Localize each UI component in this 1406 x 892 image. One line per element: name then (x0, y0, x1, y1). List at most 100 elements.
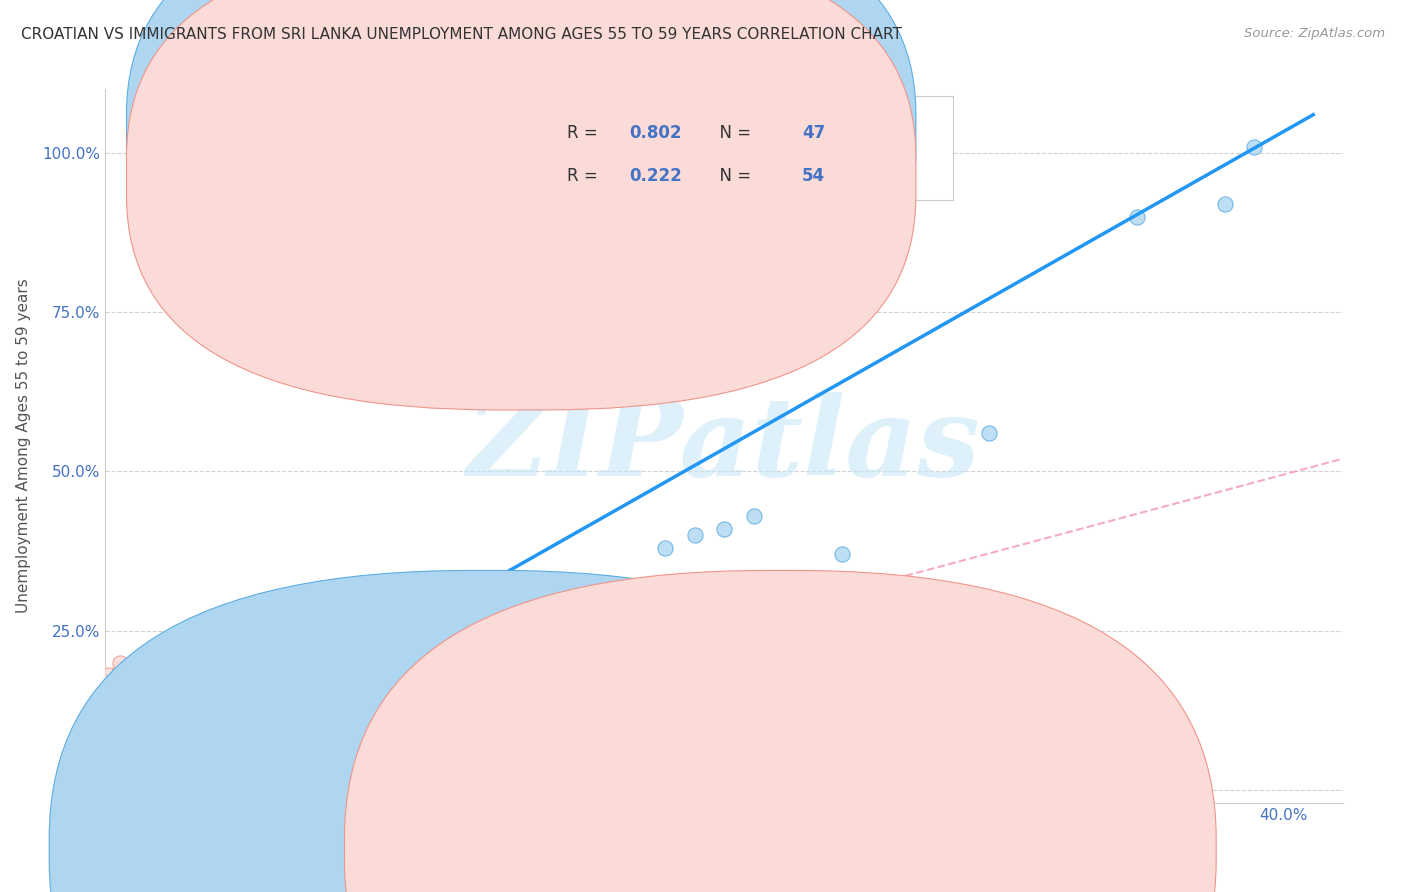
Point (118, 770, 141, 784)
Point (124, 770, 146, 784)
Point (197, 732, 219, 747)
Point (132, 783, 155, 797)
Point (447, 725, 470, 739)
Point (108, 770, 131, 784)
Point (103, 706, 125, 721)
Point (105, 764, 128, 778)
Point (100, 719, 122, 733)
Point (404, 751, 426, 765)
Point (197, 688, 219, 702)
Point (105, 783, 128, 797)
Point (112, 719, 135, 733)
Point (100, 751, 122, 765)
Y-axis label: Unemployment Among Ages 55 to 59 years: Unemployment Among Ages 55 to 59 years (17, 278, 31, 614)
Text: Immigrants from Sri Lanka: Immigrants from Sri Lanka (801, 842, 1005, 856)
Text: N =: N = (709, 125, 756, 143)
Point (112, 764, 135, 778)
Text: N =: N = (709, 168, 756, 186)
Point (121, 783, 143, 797)
Point (565, 725, 588, 739)
Point (418, 732, 440, 747)
Point (360, 599, 382, 613)
Text: 0.222: 0.222 (628, 168, 682, 186)
Point (301, 630, 323, 644)
Point (183, 725, 205, 739)
Point (108, 783, 131, 797)
Point (167, 700, 190, 714)
Point (1243, 139, 1265, 153)
Text: CROATIAN VS IMMIGRANTS FROM SRI LANKA UNEMPLOYMENT AMONG AGES 55 TO 59 YEARS COR: CROATIAN VS IMMIGRANTS FROM SRI LANKA UN… (21, 27, 903, 42)
FancyBboxPatch shape (482, 96, 953, 200)
Point (103, 751, 125, 765)
Text: ZIPatlas: ZIPatlas (467, 392, 981, 500)
Point (97, 681, 120, 695)
Point (167, 739, 190, 753)
Point (97, 732, 120, 747)
Point (103, 732, 125, 747)
Point (433, 725, 456, 739)
Point (138, 777, 160, 791)
Point (108, 694, 131, 708)
Point (97, 745, 120, 759)
Point (94, 783, 117, 797)
Point (105, 745, 128, 759)
Point (97, 668, 120, 682)
Point (124, 777, 146, 791)
Point (212, 713, 235, 727)
Point (979, 426, 1001, 441)
Point (115, 783, 138, 797)
Text: 54: 54 (801, 168, 825, 186)
Point (100, 777, 122, 791)
Text: Croatians: Croatians (506, 842, 579, 856)
Point (138, 764, 160, 778)
Point (108, 674, 131, 689)
Point (153, 770, 176, 784)
Point (271, 643, 294, 657)
Text: 47: 47 (801, 125, 825, 143)
Point (118, 745, 141, 759)
Point (1125, 210, 1147, 224)
Point (97, 757, 120, 772)
Point (138, 764, 160, 778)
Text: 0.802: 0.802 (628, 125, 682, 143)
Point (112, 783, 135, 797)
Point (124, 783, 146, 797)
Point (389, 783, 412, 797)
Point (108, 656, 131, 670)
Point (103, 770, 125, 784)
Point (654, 541, 676, 555)
FancyBboxPatch shape (127, 0, 915, 410)
Point (100, 681, 122, 695)
Point (97, 770, 120, 784)
Point (97, 783, 120, 797)
Text: R =: R = (567, 125, 603, 143)
Point (242, 656, 264, 670)
Point (330, 611, 353, 625)
Point (683, 528, 706, 542)
Point (551, 725, 574, 739)
Point (581, 643, 603, 657)
Point (167, 757, 190, 772)
Point (183, 745, 205, 759)
Point (256, 662, 278, 676)
Point (153, 751, 176, 765)
Point (94, 764, 117, 778)
Point (97, 688, 120, 702)
Point (108, 770, 131, 784)
Point (1213, 197, 1236, 211)
Point (285, 649, 308, 664)
Point (108, 732, 131, 747)
Point (97, 777, 120, 791)
Point (127, 751, 149, 765)
Point (129, 783, 152, 797)
Point (121, 764, 143, 778)
FancyBboxPatch shape (127, 0, 915, 368)
Point (477, 751, 499, 765)
Point (831, 547, 853, 561)
Point (112, 745, 135, 759)
Point (97, 674, 120, 689)
Point (212, 674, 235, 689)
Point (108, 662, 131, 676)
Point (115, 757, 138, 772)
Point (100, 770, 122, 784)
